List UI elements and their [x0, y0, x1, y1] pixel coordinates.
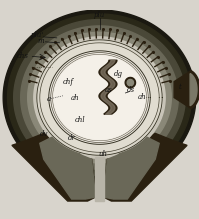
Polygon shape	[127, 79, 134, 86]
Polygon shape	[34, 37, 165, 158]
Polygon shape	[54, 56, 145, 139]
Polygon shape	[12, 133, 96, 201]
Text: as: as	[105, 86, 112, 94]
Text: dg: dg	[114, 70, 123, 78]
Polygon shape	[37, 40, 162, 155]
Polygon shape	[174, 71, 199, 109]
Polygon shape	[28, 32, 171, 163]
Polygon shape	[40, 135, 96, 199]
Text: uh: uh	[99, 150, 108, 158]
Text: m: m	[37, 37, 44, 45]
Text: ah: ah	[70, 94, 79, 102]
Polygon shape	[14, 19, 185, 176]
Polygon shape	[95, 157, 104, 201]
Text: plu: plu	[94, 11, 105, 19]
Polygon shape	[103, 133, 187, 201]
Text: ds: ds	[127, 86, 135, 94]
Text: chl: chl	[74, 117, 85, 124]
Polygon shape	[125, 78, 136, 88]
Polygon shape	[190, 74, 197, 106]
Text: dv: dv	[40, 130, 48, 138]
Text: chf: chf	[63, 78, 74, 86]
Text: ah: ah	[138, 93, 147, 101]
Polygon shape	[103, 135, 159, 199]
Polygon shape	[3, 10, 196, 185]
Text: plu': plu'	[30, 31, 43, 39]
Text: chs: chs	[17, 52, 29, 60]
Polygon shape	[21, 26, 178, 169]
Polygon shape	[8, 14, 191, 181]
Text: a: a	[47, 95, 51, 102]
Text: t: t	[179, 83, 181, 91]
Polygon shape	[40, 43, 159, 152]
Polygon shape	[49, 51, 150, 144]
Text: dr: dr	[68, 134, 76, 142]
Polygon shape	[35, 39, 164, 156]
